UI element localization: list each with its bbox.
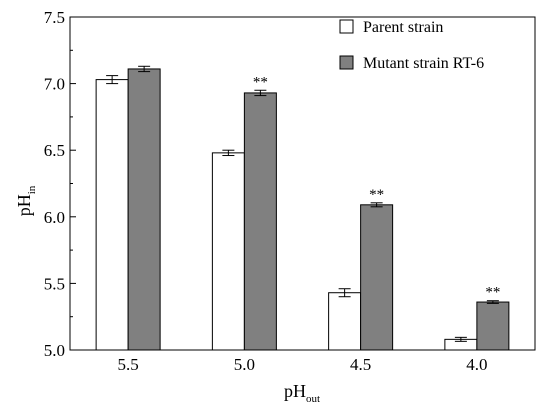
x-tick-label: 5.5 bbox=[118, 355, 139, 374]
y-axis-title-main: pH bbox=[14, 194, 34, 216]
significance-marker: ** bbox=[369, 187, 384, 203]
x-axis-title-sub: out bbox=[306, 393, 320, 405]
legend-label-mutant: Mutant strain RT-6 bbox=[363, 55, 484, 72]
plot-area: 5.0 5.5 6.0 6.5 7.0 7.5 5.5 5.0 ** 4.5 ** 4.0 ** bbox=[44, 8, 536, 374]
x-tick-label: 4.5 bbox=[350, 355, 371, 374]
y-tick-label: 7.0 bbox=[44, 75, 65, 94]
y-axis-title-sub: in bbox=[26, 185, 38, 194]
bar-mutant bbox=[360, 204, 394, 351]
y-axis-title: pHin bbox=[14, 185, 38, 216]
legend-label-parent: Parent strain bbox=[363, 19, 443, 36]
bar-mutant bbox=[127, 68, 161, 351]
y-tick-label: 7.5 bbox=[44, 8, 65, 27]
bar-parent bbox=[211, 152, 245, 351]
x-axis-title: pHout bbox=[284, 381, 320, 405]
x-axis-title-main: pH bbox=[284, 381, 306, 401]
y-tick-label: 6.0 bbox=[44, 208, 65, 227]
bar-parent bbox=[328, 292, 362, 351]
bar-parent bbox=[95, 79, 129, 351]
y-tick-label: 5.0 bbox=[44, 341, 65, 360]
significance-marker: ** bbox=[485, 285, 500, 301]
legend: Parent strain Mutant strain RT-6 bbox=[339, 19, 484, 72]
x-tick-label: 4.0 bbox=[466, 355, 487, 374]
legend-swatch-mutant bbox=[339, 55, 354, 70]
bar-mutant bbox=[243, 92, 277, 351]
bar-mutant bbox=[476, 301, 510, 351]
x-tick-label: 5.0 bbox=[234, 355, 255, 374]
significance-marker: ** bbox=[253, 74, 268, 90]
y-tick-label: 6.5 bbox=[44, 141, 65, 160]
y-tick-label: 5.5 bbox=[44, 274, 65, 293]
legend-swatch-parent bbox=[339, 19, 354, 34]
